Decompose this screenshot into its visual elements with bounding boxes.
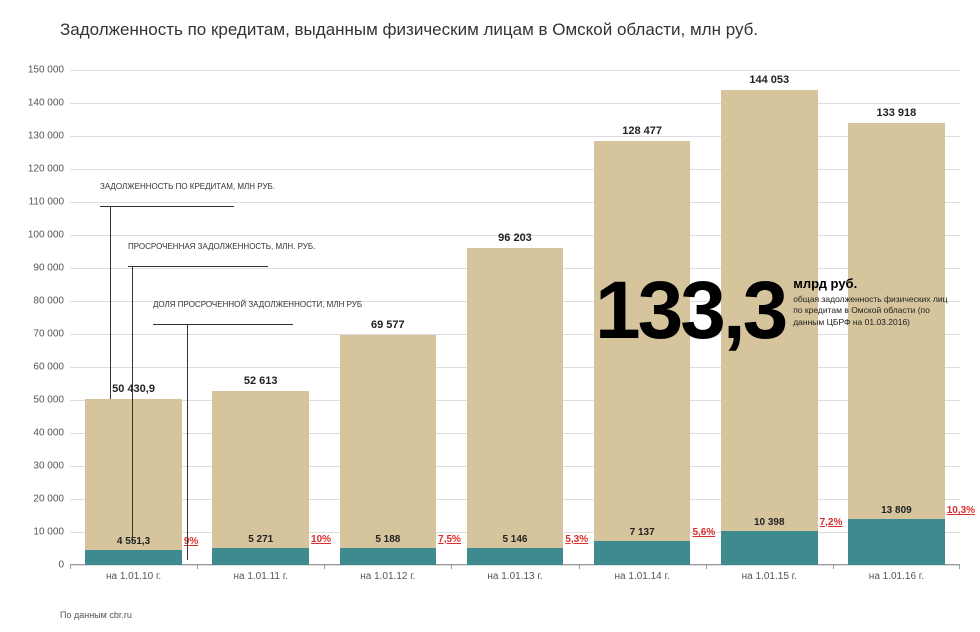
x-tick [579, 565, 580, 569]
x-tick-label: на 1.01.10 г. [106, 571, 161, 582]
y-tick-label: 140 000 [28, 98, 70, 109]
x-tick [959, 565, 960, 569]
y-tick-label: 70 000 [33, 329, 70, 340]
total-value-label: 144 053 [749, 74, 789, 86]
chart-container: Задолженность по кредитам, выданным физи… [0, 0, 980, 632]
x-tick-label: на 1.01.16 г. [869, 571, 924, 582]
total-value-label: 69 577 [371, 319, 405, 331]
y-tick-label: 20 000 [33, 494, 70, 505]
y-tick-label: 90 000 [33, 263, 70, 274]
headline-desc: общая задолженность физических лиц по кр… [793, 294, 953, 328]
total-value-label: 128 477 [622, 125, 662, 137]
headline-number: 133,3 [595, 265, 785, 356]
x-tick [324, 565, 325, 569]
callout-overdue-rule [128, 266, 268, 267]
callout-debt-leader [110, 206, 111, 399]
total-value-label: 96 203 [498, 232, 532, 244]
overdue-value-label: 5 188 [375, 534, 400, 545]
y-tick-label: 110 000 [29, 197, 70, 208]
y-tick-label: 130 000 [28, 131, 70, 142]
overdue-value-label: 7 137 [630, 527, 655, 538]
callout-pct-leader [187, 324, 188, 560]
y-tick-label: 150 000 [28, 65, 70, 76]
overdue-debt-bar [340, 548, 437, 565]
overdue-value-label: 10 398 [754, 517, 785, 528]
x-tick [70, 565, 71, 569]
overdue-value-label: 4 551,3 [117, 536, 150, 547]
overdue-value-label: 13 809 [881, 505, 912, 516]
bar-group: 96 2035 1465,3%на 1.01.13 г. [451, 70, 578, 565]
total-debt-bar [848, 123, 945, 565]
x-tick [706, 565, 707, 569]
overdue-debt-bar [721, 531, 818, 565]
y-tick-label: 0 [58, 560, 70, 571]
total-debt-bar [340, 335, 437, 565]
overdue-value-label: 5 271 [248, 534, 273, 545]
overdue-debt-bar [848, 519, 945, 565]
headline-stat: 133,3 млрд руб. общая задолженность физи… [595, 270, 785, 352]
x-tick [451, 565, 452, 569]
gridline [70, 565, 960, 566]
overdue-debt-bar [467, 548, 564, 565]
y-tick-label: 30 000 [33, 461, 70, 472]
callout-pct: ДОЛЯ ПРОСРОЧЕННОЙ ЗАДОЛЖЕННОСТИ, МЛН РУБ [153, 300, 362, 310]
total-value-label: 52 613 [244, 375, 278, 387]
x-tick-label: на 1.01.14 г. [615, 571, 670, 582]
total-value-label: 50 430,9 [112, 383, 155, 395]
y-tick-label: 50 000 [33, 395, 70, 406]
callout-pct-rule [153, 324, 293, 325]
source-text: По данным cbr.ru [60, 610, 132, 620]
headline-unit: млрд руб. [793, 276, 953, 291]
x-tick-label: на 1.01.11 г. [233, 571, 287, 582]
y-tick-label: 80 000 [33, 296, 70, 307]
y-tick-label: 60 000 [33, 362, 70, 373]
callout-debt-rule [100, 206, 234, 207]
y-tick-label: 120 000 [28, 164, 70, 175]
y-tick-label: 100 000 [28, 230, 70, 241]
bar-group: 52 6135 27110%на 1.01.11 г. [197, 70, 324, 565]
x-tick [197, 565, 198, 569]
overdue-debt-bar [594, 541, 691, 565]
overdue-debt-bar [85, 550, 182, 565]
x-tick-label: на 1.01.13 г. [487, 571, 542, 582]
chart-title: Задолженность по кредитам, выданным физи… [60, 20, 758, 40]
callout-debt: ЗАДОЛЖЕННОСТЬ ПО КРЕДИТАМ, МЛН РУБ. [100, 182, 275, 192]
callout-overdue-leader [132, 266, 133, 542]
x-tick [833, 565, 834, 569]
x-tick-label: на 1.01.12 г. [360, 571, 415, 582]
x-tick-label: на 1.01.15 г. [742, 571, 797, 582]
y-tick-label: 10 000 [33, 527, 70, 538]
pct-label: 10,3% [947, 505, 975, 516]
y-tick-label: 40 000 [33, 428, 70, 439]
total-value-label: 133 918 [877, 107, 917, 119]
chart-area: 010 00020 00030 00040 00050 00060 00070 … [70, 70, 960, 565]
overdue-debt-bar [212, 548, 309, 565]
callout-overdue: ПРОСРОЧЕННАЯ ЗАДОЛЖЕННОСТЬ, МЛН. РУБ. [128, 242, 315, 252]
bar-group: 50 430,94 551,39%на 1.01.10 г. [70, 70, 197, 565]
total-debt-bar [467, 248, 564, 565]
bar-group: 69 5775 1887,5%на 1.01.12 г. [324, 70, 451, 565]
overdue-value-label: 5 146 [502, 534, 527, 545]
